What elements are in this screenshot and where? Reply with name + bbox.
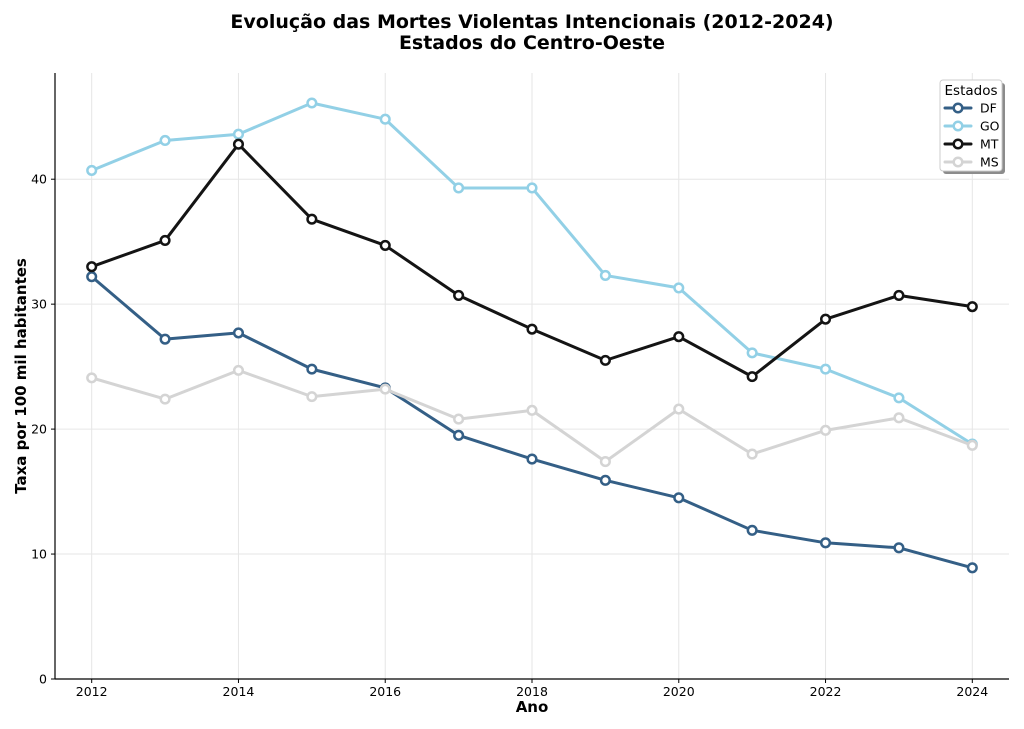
legend-item-ms: MS <box>943 155 999 170</box>
x-tick-label: 2020 <box>663 684 695 699</box>
data-point-ms <box>232 364 245 376</box>
y-tick-label: 30 <box>31 297 47 312</box>
data-point-df <box>453 429 465 441</box>
y-axis-label: Taxa por 100 mil habitantes <box>12 258 30 494</box>
legend-item-df: DF <box>943 101 997 116</box>
data-point-mt <box>966 301 978 313</box>
legend-item-go: GO <box>943 119 1000 134</box>
data-point-go <box>453 182 465 194</box>
data-point-go <box>232 128 245 140</box>
legend-swatch-marker <box>952 102 964 114</box>
data-point-ms <box>893 412 905 424</box>
data-point-go <box>673 282 685 294</box>
data-point-mt <box>86 261 98 273</box>
grid <box>55 73 1009 680</box>
data-point-mt <box>159 234 171 246</box>
data-point-go <box>306 97 318 109</box>
series-mt <box>86 138 978 383</box>
legend-swatch-marker <box>952 156 964 168</box>
data-point-go <box>599 269 611 281</box>
x-tick-label: 2016 <box>369 684 401 699</box>
data-point-ms <box>966 439 978 451</box>
x-tick-label: 2022 <box>810 684 842 699</box>
data-point-ms <box>306 391 318 403</box>
legend-item-mt: MT <box>943 137 999 152</box>
data-point-ms <box>746 448 758 460</box>
data-point-df <box>819 537 832 549</box>
series-lines <box>86 97 978 574</box>
data-point-mt <box>306 213 318 225</box>
data-point-df <box>526 453 538 465</box>
data-point-df <box>306 363 318 375</box>
data-point-mt <box>819 313 832 325</box>
data-point-df <box>86 271 98 283</box>
data-point-df <box>159 333 171 345</box>
data-point-mt <box>526 323 538 335</box>
data-point-ms <box>453 413 465 425</box>
data-point-go <box>379 113 391 125</box>
legend-swatch-marker <box>952 120 964 132</box>
legend: Estados DF GO MT MS <box>939 79 1005 174</box>
tick-labels: 2012 2014 2016 2018 2020 2022 2024 0 10 20 30 40 <box>31 172 988 699</box>
chart-title: Evolução das Mortes Violentas Intenciona… <box>230 11 833 33</box>
data-point-mt <box>746 371 758 383</box>
data-point-df <box>599 474 611 486</box>
data-point-df <box>746 524 758 536</box>
data-point-ms <box>86 372 98 384</box>
data-point-ms <box>819 424 832 436</box>
data-point-ms <box>599 456 611 468</box>
legend-label: MT <box>980 137 999 152</box>
x-tick-label: 2014 <box>223 684 255 699</box>
data-point-mt <box>599 354 611 366</box>
y-tick-label: 40 <box>31 172 47 187</box>
y-tick-label: 10 <box>31 547 47 562</box>
data-point-go <box>819 363 832 375</box>
data-point-ms <box>673 403 685 415</box>
data-point-ms <box>526 404 538 416</box>
axes <box>51 73 1009 683</box>
data-point-ms <box>379 383 391 395</box>
data-point-df <box>673 492 685 504</box>
legend-label: MS <box>980 155 999 170</box>
y-tick-label: 0 <box>39 672 47 687</box>
data-point-go <box>746 347 758 359</box>
series-df <box>86 271 978 574</box>
legend-label: GO <box>980 119 1000 134</box>
data-point-df <box>232 327 245 339</box>
series-ms <box>86 364 978 468</box>
data-point-go <box>159 134 171 147</box>
legend-title: Estados <box>945 83 998 99</box>
data-point-df <box>893 542 905 554</box>
data-point-go <box>893 392 905 404</box>
data-point-ms <box>159 393 171 405</box>
data-point-go <box>86 164 98 177</box>
x-axis-label: Ano <box>516 698 549 716</box>
data-point-mt <box>453 289 465 301</box>
legend-swatch-marker <box>952 138 964 150</box>
data-point-mt <box>379 239 391 251</box>
x-tick-label: 2024 <box>956 684 988 699</box>
data-point-df <box>966 562 978 574</box>
data-point-mt <box>232 138 245 150</box>
x-tick-label: 2012 <box>76 684 108 699</box>
data-point-mt <box>893 289 905 301</box>
y-tick-label: 20 <box>31 422 47 437</box>
legend-items: DF GO MT MS <box>943 101 1000 170</box>
x-tick-label: 2018 <box>516 684 548 699</box>
data-point-go <box>526 182 538 194</box>
legend-label: DF <box>980 101 997 116</box>
chart-subtitle: Estados do Centro-Oeste <box>399 32 665 54</box>
data-point-mt <box>673 331 685 343</box>
